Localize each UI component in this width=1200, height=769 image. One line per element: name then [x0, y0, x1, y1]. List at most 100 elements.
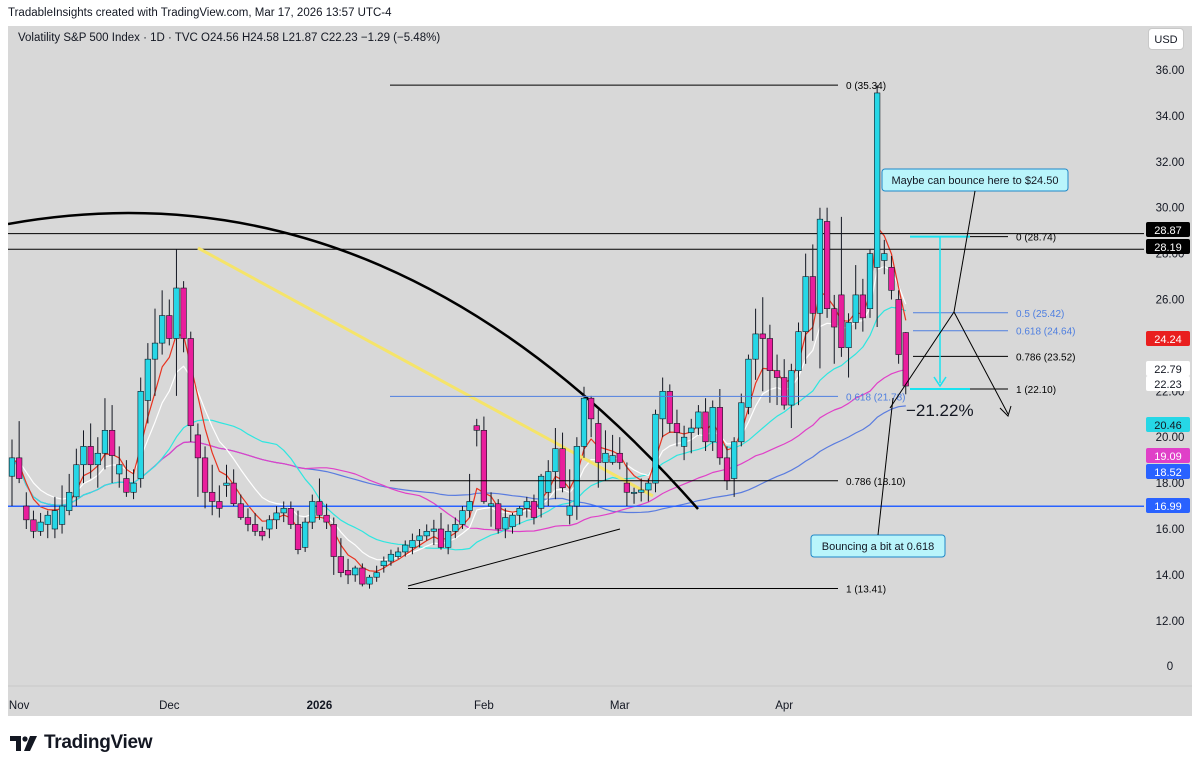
time-tick-label: Feb [474, 700, 494, 712]
time-tick-label: Dec [159, 700, 180, 712]
price-label-text: 24.24 [1154, 334, 1182, 346]
candle-body [58, 505, 66, 525]
candle-body [688, 427, 695, 433]
fib-level-label: 0.618 (21.78) [846, 392, 906, 403]
candle-body [659, 390, 666, 420]
currency-button[interactable]: USD [1148, 28, 1184, 50]
candle-body [8, 457, 16, 477]
candle-body [595, 423, 602, 463]
candle-body [294, 524, 302, 550]
fib-level-label: 0.786 (18.10) [846, 477, 906, 488]
candle-body [223, 482, 230, 486]
candle-body [194, 434, 202, 459]
candle-body [838, 294, 845, 348]
candle-body [330, 524, 337, 557]
price-label-text: 22.23 [1154, 379, 1182, 391]
price-tick-label: 20.00 [1156, 432, 1185, 444]
fib-level-label: 0.618 (24.64) [1016, 327, 1076, 338]
candle-body [802, 276, 809, 332]
candle-body [387, 553, 395, 562]
tradingview-logo[interactable]: TradingView [10, 732, 153, 753]
trend-arc [8, 211, 699, 510]
candle-body [459, 510, 466, 525]
candle-body [16, 457, 23, 479]
candle-body [280, 508, 287, 514]
price-tick-label: 32.00 [1156, 157, 1185, 169]
candle-body [373, 572, 380, 578]
time-tick-label: Nov [9, 700, 30, 712]
candle-body [316, 501, 323, 516]
candle-body [888, 267, 895, 291]
candle-body [552, 448, 559, 472]
candle-body [166, 315, 173, 339]
price-label-box [1146, 464, 1190, 479]
tradingview-wordmark: TradingView [44, 732, 153, 753]
candle-body [795, 331, 802, 371]
candlestick-chart[interactable]: 36.0034.0032.0030.0028.0026.0022.0020.00… [8, 26, 1192, 716]
percent-change-label: −21.22% [906, 401, 974, 420]
candle-body [781, 377, 788, 406]
yellow-trend-line [197, 246, 654, 498]
candle-body [259, 530, 266, 537]
candle-body [180, 287, 187, 339]
candle-body [359, 567, 366, 585]
candle-body [344, 570, 352, 576]
candle-body [702, 411, 709, 443]
candle-body [80, 446, 87, 466]
moving-average-cyan [11, 306, 906, 551]
candle-body [609, 455, 616, 463]
candle-body [123, 478, 130, 493]
candle-body [480, 430, 488, 502]
projection-arrow-head [933, 376, 947, 388]
moving-average-white [11, 265, 907, 561]
candle-body [816, 218, 824, 314]
candle-body [573, 446, 580, 507]
candle-body [366, 576, 373, 585]
candle-body [487, 503, 495, 507]
price-label-box [1146, 222, 1190, 237]
price-label-text: 18.52 [1154, 467, 1182, 479]
candle-body [159, 315, 166, 344]
candle-body [323, 514, 330, 523]
price-label-box [1146, 498, 1190, 513]
candle-body [302, 521, 309, 548]
time-axis-background [8, 686, 1192, 716]
price-tick-label: 36.00 [1156, 65, 1185, 77]
candle-body [866, 253, 874, 309]
candle-body [423, 530, 430, 537]
candle-body [66, 491, 73, 511]
candle-body [638, 489, 645, 493]
candle-body [902, 332, 909, 387]
callout-text: Maybe can bounce here to $24.50 [892, 175, 1059, 187]
candle-body [845, 322, 852, 348]
candle-body [859, 294, 866, 319]
candle-body [852, 294, 859, 323]
candle-body [566, 505, 573, 516]
candle-body [87, 446, 94, 466]
candle-body [473, 425, 480, 431]
price-label-box [1146, 239, 1190, 254]
candle-body [616, 452, 623, 463]
candle-body [23, 505, 30, 521]
candle-body [352, 567, 359, 576]
candle-body [394, 551, 402, 557]
candle-body [237, 503, 244, 518]
price-label-text: 22.79 [1154, 364, 1182, 376]
time-tick-label: Mar [610, 700, 630, 712]
candle-body [881, 253, 888, 261]
candle-body [402, 544, 409, 553]
chart-pane[interactable]: 36.00 34.00 32.00 30.00 28.00 26.00 22.00 20.00… [8, 26, 1192, 716]
candle-body [523, 501, 530, 509]
candle-body [680, 436, 688, 447]
fib-level-label: 0.786 (23.52) [1016, 352, 1076, 363]
fib-level-label: 0 (28.74) [1016, 233, 1056, 244]
candle-body [773, 370, 781, 378]
candle-body [752, 333, 759, 360]
candle-body [230, 482, 237, 505]
candle-body [187, 338, 194, 427]
candle-body [101, 430, 109, 454]
price-label-text: 28.19 [1154, 242, 1182, 254]
candle-body [452, 524, 459, 532]
candle-body [602, 452, 609, 463]
candle-body [252, 524, 259, 532]
